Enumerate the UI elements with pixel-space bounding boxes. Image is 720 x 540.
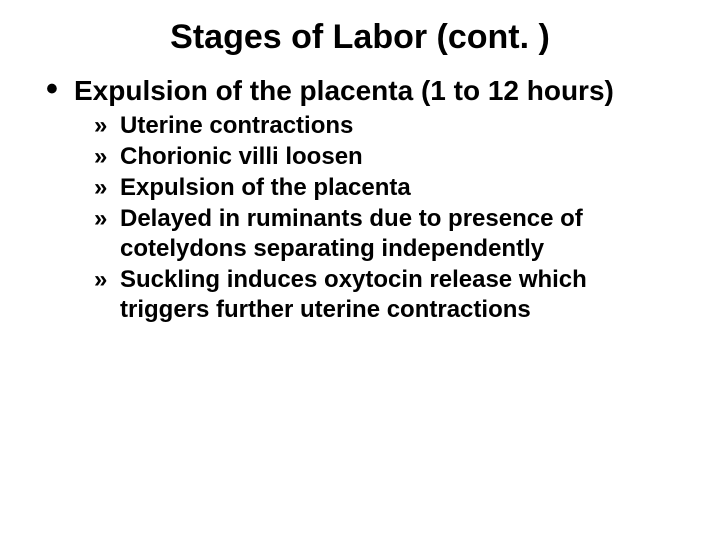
slide: Stages of Labor (cont. ) • Expulsion of … — [0, 0, 720, 540]
arrow-bullet-icon: » — [94, 265, 120, 295]
bullet-level2: » Delayed in ruminants due to presence o… — [94, 204, 680, 264]
bullet-level2-text: Uterine contractions — [120, 111, 680, 141]
bullet-level2-text: Suckling induces oxytocin release which … — [120, 265, 680, 325]
bullet-level2-text: Delayed in ruminants due to presence of … — [120, 204, 680, 264]
bullet-level2-text: Chorionic villi loosen — [120, 142, 680, 172]
bullet-level2-group: » Uterine contractions » Chorionic villi… — [94, 111, 680, 325]
bullet-level2-text: Expulsion of the placenta — [120, 173, 680, 203]
bullet-level2: » Uterine contractions — [94, 111, 680, 141]
bullet-level2: » Suckling induces oxytocin release whic… — [94, 265, 680, 325]
arrow-bullet-icon: » — [94, 111, 120, 141]
bullet-level1: • Expulsion of the placenta (1 to 12 hou… — [46, 75, 690, 107]
arrow-bullet-icon: » — [94, 173, 120, 203]
slide-title: Stages of Labor (cont. ) — [30, 18, 690, 57]
bullet-level2: » Chorionic villi loosen — [94, 142, 680, 172]
bullet-level2: » Expulsion of the placenta — [94, 173, 680, 203]
arrow-bullet-icon: » — [94, 142, 120, 172]
bullet-level1-text: Expulsion of the placenta (1 to 12 hours… — [74, 75, 614, 107]
arrow-bullet-icon: » — [94, 204, 120, 234]
bullet-dot-icon: • — [46, 75, 74, 103]
